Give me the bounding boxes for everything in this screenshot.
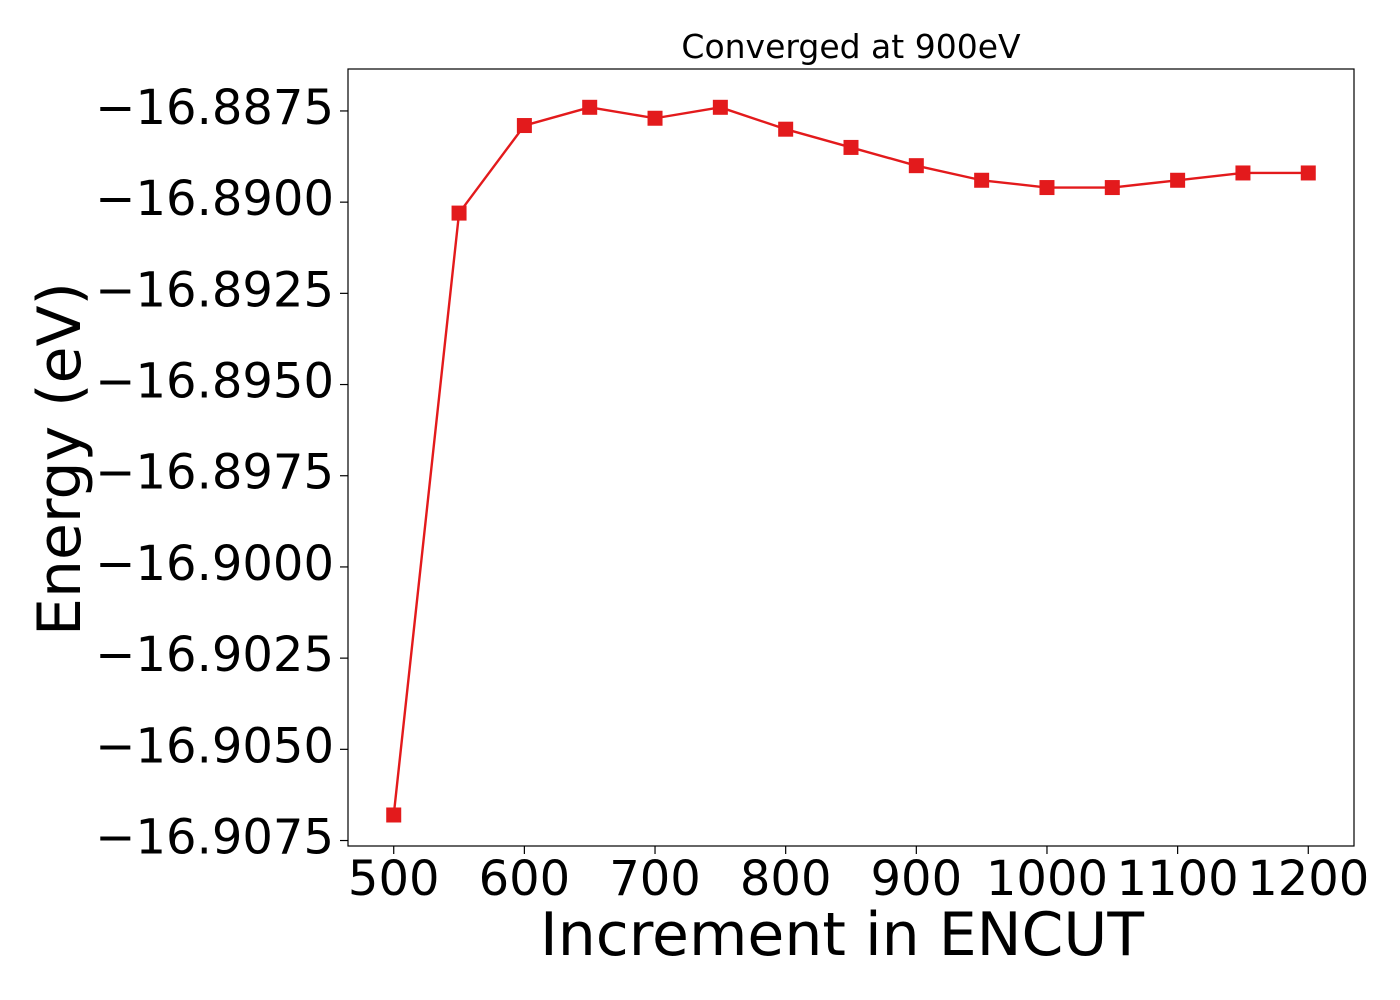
data-point-marker — [843, 139, 859, 155]
x-tick-label: 600 — [479, 851, 571, 907]
data-point-marker — [1170, 172, 1186, 188]
x-tick-label: 800 — [740, 851, 832, 907]
data-point-marker — [516, 118, 532, 134]
y-tick-label: −16.8950 — [95, 354, 334, 410]
data-point-marker — [712, 99, 728, 115]
x-tick-label: 900 — [871, 851, 963, 907]
series-line — [392, 106, 1310, 817]
data-point-marker — [778, 121, 794, 137]
y-tick-label: −16.9075 — [95, 810, 334, 866]
data-point-marker — [1039, 180, 1055, 196]
data-point-marker — [582, 99, 598, 115]
data-point-marker — [908, 158, 924, 174]
x-axis-ticks: 500 600 700 800 900 1000 1100 1200 — [348, 846, 1369, 907]
x-tick-label: 700 — [609, 851, 701, 907]
y-tick-label: −16.9050 — [95, 718, 334, 774]
data-point-marker — [647, 110, 663, 126]
x-tick-label: 1200 — [1247, 851, 1369, 907]
x-axis-label: Increment in ENCUT — [540, 900, 1144, 970]
y-tick-label: −16.8925 — [95, 262, 334, 318]
y-axis-ticks: −16.8875 −16.8900 −16.8925 −16.8950 −16.8975… — [95, 80, 348, 866]
plot-frame — [347, 68, 1355, 847]
x-tick-label: 500 — [348, 851, 440, 907]
y-tick-label: −16.8900 — [95, 171, 334, 227]
series-layer — [386, 99, 1316, 823]
y-tick-label: −16.8975 — [95, 445, 334, 501]
data-point-marker — [1235, 165, 1251, 181]
data-point-marker — [386, 807, 402, 823]
y-tick-label: −16.9000 — [95, 536, 334, 592]
y-tick-label: −16.9025 — [95, 627, 334, 683]
x-tick-label: 1100 — [1117, 851, 1239, 907]
data-point-marker — [1104, 180, 1120, 196]
x-tick-label: 1000 — [986, 851, 1108, 907]
data-point-marker — [1300, 165, 1316, 181]
y-axis-label: Energy (eV) — [25, 282, 95, 636]
data-point-marker — [974, 172, 990, 188]
data-point-marker — [451, 205, 467, 221]
chart-title: Converged at 900eV — [681, 27, 1021, 66]
y-tick-label: −16.8875 — [95, 80, 334, 136]
